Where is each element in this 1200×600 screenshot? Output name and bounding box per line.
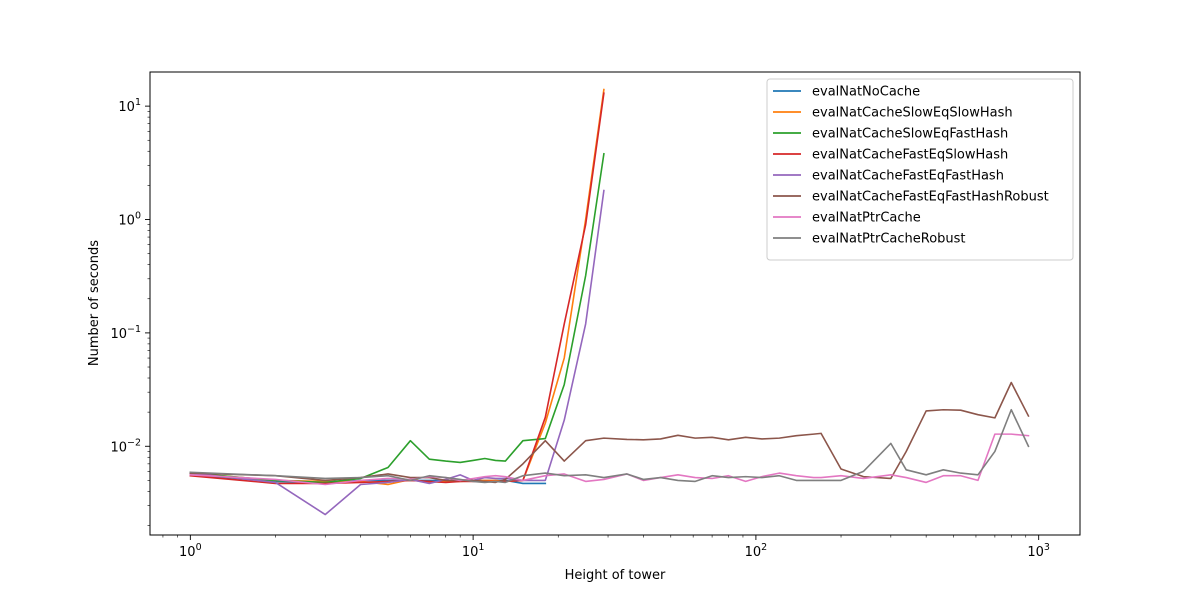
- y-tick-label-base: 10: [118, 214, 135, 229]
- series-line-evalNatPtrCacheRobust: [189, 408, 1030, 484]
- series-line-evalNatCacheFastEqFastHash: [189, 189, 605, 516]
- legend-label: evalNatCacheFastEqSlowHash: [812, 148, 1008, 163]
- y-tick-label: 10−1: [110, 324, 141, 342]
- x-tick-label-exponent: 1: [478, 542, 484, 553]
- legend-label: evalNatNoCache: [812, 85, 920, 100]
- legend-label: evalNatCacheFastEqFastHash: [812, 169, 1004, 184]
- x-tick-label: 103: [1027, 542, 1050, 560]
- x-tick-label-base: 10: [745, 545, 762, 560]
- y-tick-label-base: 10: [110, 440, 127, 455]
- series-line-evalNatCacheSlowEqFastHash: [189, 152, 605, 484]
- x-tick-label-exponent: 0: [196, 542, 202, 553]
- x-tick-label-base: 10: [462, 545, 479, 560]
- y-axis-label: Number of seconds: [87, 240, 102, 366]
- x-axis: 100 101 102 103: [162, 535, 1050, 560]
- y-tick-label: 101: [118, 97, 141, 115]
- legend-label: evalNatCacheSlowEqSlowHash: [812, 106, 1013, 121]
- x-tick-label-exponent: 2: [761, 542, 767, 553]
- y-tick-label: 10−2: [110, 437, 141, 455]
- legend-box: [766, 78, 1074, 261]
- y-tick-label-exponent: −2: [127, 437, 141, 448]
- x-tick-label: 101: [462, 542, 485, 560]
- plot-frame: [149, 71, 1081, 536]
- y-tick-label-base: 10: [118, 100, 135, 115]
- legend-label: evalNatPtrCache: [812, 211, 921, 226]
- y-tick-label-base: 10: [110, 327, 127, 342]
- x-tick-label-base: 10: [179, 545, 196, 560]
- x-axis-label: Height of tower: [565, 568, 666, 583]
- x-tick-label: 102: [745, 542, 768, 560]
- legend-label: evalNatPtrCacheRobust: [812, 232, 966, 247]
- legend-label: evalNatCacheFastEqFastHashRobust: [812, 190, 1049, 205]
- x-tick-label-exponent: 3: [1044, 542, 1050, 553]
- series-layer: [189, 88, 1030, 516]
- y-tick-label-exponent: 1: [135, 97, 141, 108]
- y-tick-label: 100: [118, 211, 141, 229]
- y-tick-label-exponent: 0: [135, 211, 141, 222]
- x-tick-label: 100: [179, 542, 202, 560]
- x-tick-label-base: 10: [1027, 545, 1044, 560]
- y-tick-label-exponent: −1: [127, 324, 141, 335]
- series-line-evalNatCacheFastEqSlowHash: [189, 92, 605, 485]
- series-line-evalNatCacheFastEqFastHashRobust: [189, 381, 1030, 484]
- legend: evalNatNoCache evalNatCacheSlowEqSlowHash…: [766, 78, 1074, 261]
- legend-label: evalNatCacheSlowEqFastHash: [812, 127, 1008, 142]
